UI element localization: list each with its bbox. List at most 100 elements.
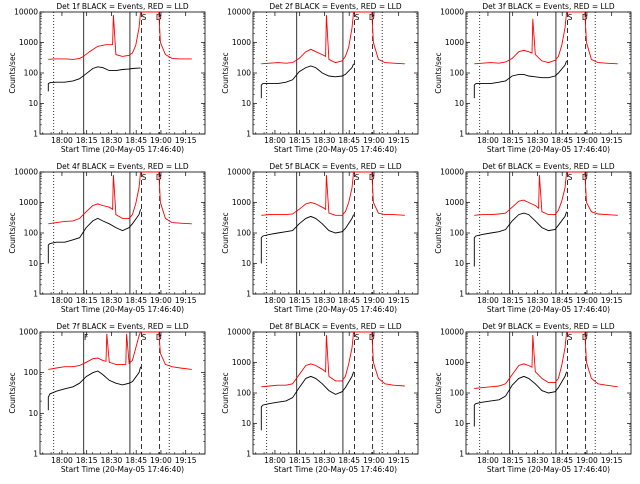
y-tick-label: 10000	[227, 168, 251, 177]
chart-panel-5: Det 5f BLACK = Events, RED = LLD 1 10 100 10…	[221, 162, 419, 314]
y-axis-label: Counts/sec	[221, 372, 230, 413]
y-tick-label: 1	[33, 130, 38, 139]
y-tick-label: 10	[28, 99, 38, 108]
y-tick-label: 10000	[227, 328, 251, 337]
x-tick-label: 19:00	[576, 296, 598, 305]
x-tick-label: 18:00	[264, 456, 286, 465]
x-tick-label: 19:00	[363, 456, 385, 465]
y-tick-label: 1000	[445, 358, 464, 367]
segment-label: S	[142, 173, 147, 182]
y-tick-label: 1000	[19, 198, 38, 207]
series-line-lld	[261, 171, 405, 216]
x-axis-label: Start Time (20-May-05 17:46:40)	[61, 305, 184, 314]
x-tick-label: 18:30	[527, 456, 549, 465]
x-tick-label: 18:30	[314, 296, 336, 305]
y-tick-label: 100	[450, 229, 465, 238]
y-tick-label: 10	[454, 259, 464, 268]
segment-label: S	[142, 333, 147, 342]
x-tick-label: 18:30	[101, 136, 123, 145]
segment-label: S	[568, 173, 573, 182]
x-tick-label: 18:00	[51, 296, 73, 305]
y-tick-label: 1	[246, 450, 251, 459]
y-tick-label: 1000	[232, 198, 251, 207]
plot-frame	[465, 11, 632, 135]
y-tick-label: 1	[33, 290, 38, 299]
y-axis-label: Counts/sec	[8, 372, 17, 413]
x-tick-label: 19:00	[150, 296, 172, 305]
segment-label: S	[355, 13, 360, 22]
segment-label: S	[142, 13, 147, 22]
series-line-events	[260, 214, 355, 264]
y-tick-label: 10	[28, 259, 38, 268]
x-axis-label: Start Time (20-May-05 17:46:40)	[487, 465, 610, 474]
chart-panel-3: Det 3f BLACK = Events, RED = LLD 1 10 100 10…	[434, 2, 632, 154]
chart-title: Det 2f BLACK = Events, RED = LLD	[269, 2, 402, 11]
chart-panel-6: Det 6f BLACK = Events, RED = LLD 1 10 100 10…	[434, 162, 632, 314]
x-tick-label: 19:00	[150, 136, 172, 145]
x-tick-label: 18:15	[76, 136, 98, 145]
x-tick-label: 18:00	[51, 136, 73, 145]
plot-frame	[39, 331, 206, 455]
x-tick-label: 18:00	[51, 456, 73, 465]
x-tick-label: 18:15	[289, 296, 311, 305]
y-tick-label: 1000	[445, 38, 464, 47]
x-tick-label: 18:45	[338, 136, 360, 145]
x-tick-label: 18:30	[101, 296, 123, 305]
x-tick-label: 18:30	[527, 136, 549, 145]
y-axis-label: Counts/sec	[434, 212, 443, 253]
chart-title: Det 1f BLACK = Events, RED = LLD	[56, 2, 189, 11]
y-axis-label: Counts/sec	[434, 372, 443, 413]
chart-panel-2: Det 2f BLACK = Events, RED = LLD 1 10 100 10…	[221, 2, 419, 154]
chart-title: Det 6f BLACK = Events, RED = LLD	[482, 162, 615, 171]
y-tick-label: 1000	[19, 328, 38, 337]
x-axis-label: Start Time (20-May-05 17:46:40)	[61, 145, 184, 154]
y-tick-label: 10	[241, 99, 251, 108]
series-line-events	[473, 60, 568, 99]
y-tick-label: 1	[459, 450, 464, 459]
y-axis-label: Counts/sec	[434, 52, 443, 93]
x-tick-label: 18:15	[76, 296, 98, 305]
y-tick-label: 100	[237, 389, 252, 398]
segment-label: F	[84, 333, 88, 342]
chart-panel-4: Det 4f BLACK = Events, RED = LLD 1 10 100 10…	[8, 162, 206, 314]
chart-title: Det 9f BLACK = Events, RED = LLD	[482, 322, 615, 331]
series-line-events	[260, 371, 355, 431]
y-tick-label: 10	[28, 409, 38, 418]
x-tick-label: 18:45	[551, 456, 573, 465]
y-tick-label: 1000	[19, 38, 38, 47]
series-line-lld	[261, 331, 405, 388]
x-tick-label: 18:30	[314, 136, 336, 145]
x-axis-label: Start Time (20-May-05 17:46:40)	[274, 305, 397, 314]
x-axis-label: Start Time (20-May-05 17:46:40)	[487, 145, 610, 154]
series-line-events	[473, 371, 568, 427]
series-line-lld	[48, 171, 192, 225]
y-tick-label: 100	[450, 69, 465, 78]
x-tick-label: 18:00	[477, 296, 499, 305]
y-tick-label: 1	[33, 450, 38, 459]
plot-frame	[252, 11, 419, 135]
y-tick-label: 100	[450, 389, 465, 398]
y-tick-label: 10	[454, 419, 464, 428]
chart-title: Det 3f BLACK = Events, RED = LLD	[482, 2, 615, 11]
series-line-events	[47, 209, 142, 264]
y-axis-label: Counts/sec	[221, 212, 230, 253]
series-line-lld	[48, 331, 192, 370]
x-tick-label: 18:15	[289, 456, 311, 465]
x-tick-label: 18:15	[76, 456, 98, 465]
x-axis-label: Start Time (20-May-05 17:46:40)	[487, 305, 610, 314]
x-tick-label: 18:15	[502, 296, 524, 305]
x-tick-label: 18:30	[101, 456, 123, 465]
x-tick-label: 19:00	[576, 456, 598, 465]
x-tick-label: 18:00	[477, 136, 499, 145]
chart-panel-1: Det 1f BLACK = Events, RED = LLD 1 10 100 10…	[8, 2, 206, 154]
x-tick-label: 19:15	[601, 136, 623, 145]
y-tick-label: 100	[237, 229, 252, 238]
y-axis-label: Counts/sec	[8, 212, 17, 253]
chart-panel-7: Det 7f BLACK = Events, RED = LLD 1 10 100 10…	[8, 322, 206, 474]
plot-frame	[39, 171, 206, 295]
x-tick-label: 19:00	[363, 136, 385, 145]
x-tick-label: 18:15	[502, 136, 524, 145]
chart-title: Det 5f BLACK = Events, RED = LLD	[269, 162, 402, 171]
